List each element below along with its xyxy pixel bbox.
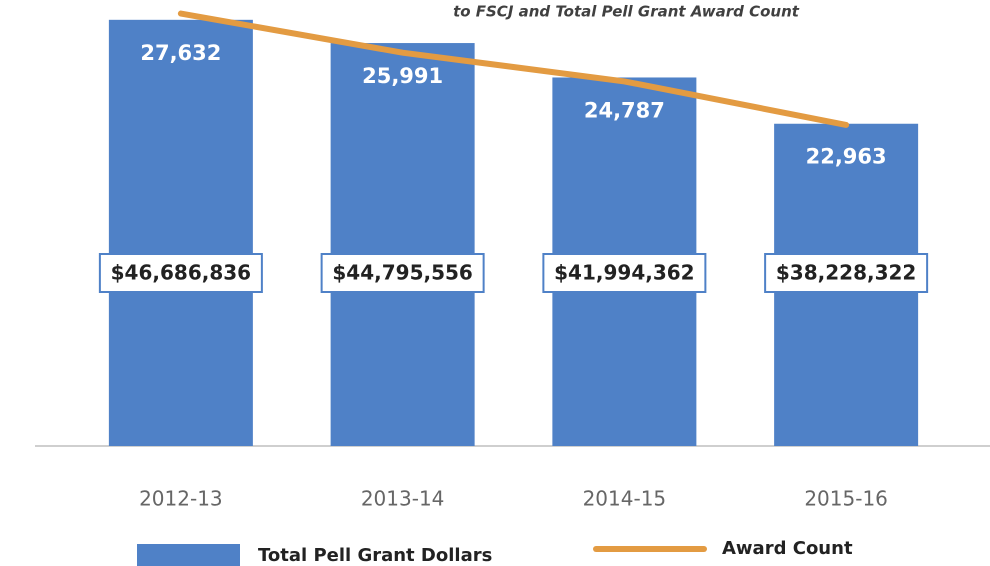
data-label: 27,632 <box>140 41 221 65</box>
x-tick-label: 2014-15 <box>583 487 667 511</box>
data-label: $44,795,556 <box>332 261 472 285</box>
data-label-box <box>98 253 263 293</box>
chart-title: to FSCJ and Total Pell Grant Award Count <box>453 3 800 21</box>
data-label: $38,228,322 <box>776 261 916 285</box>
x-tick-label: 2015-16 <box>804 487 888 511</box>
data-label: $46,686,836 <box>111 261 251 285</box>
x-tick-label: 2013-14 <box>361 487 445 511</box>
legend-label: Total Pell Grant Dollars <box>258 545 492 566</box>
legend-label: Award Count <box>722 538 853 559</box>
line <box>177 10 850 128</box>
data-label: 25,991 <box>362 64 443 88</box>
x-tick-label: 2012-13 <box>139 487 223 511</box>
bar <box>330 43 475 446</box>
data-label: 22,963 <box>806 145 887 169</box>
data-label-box <box>764 253 929 293</box>
legend-swatch <box>137 544 240 566</box>
bar <box>108 19 253 447</box>
data-label-box <box>542 253 707 293</box>
data-label: $41,994,362 <box>554 261 694 285</box>
data-label: 24,787 <box>584 98 665 122</box>
data-label-box <box>320 253 485 293</box>
